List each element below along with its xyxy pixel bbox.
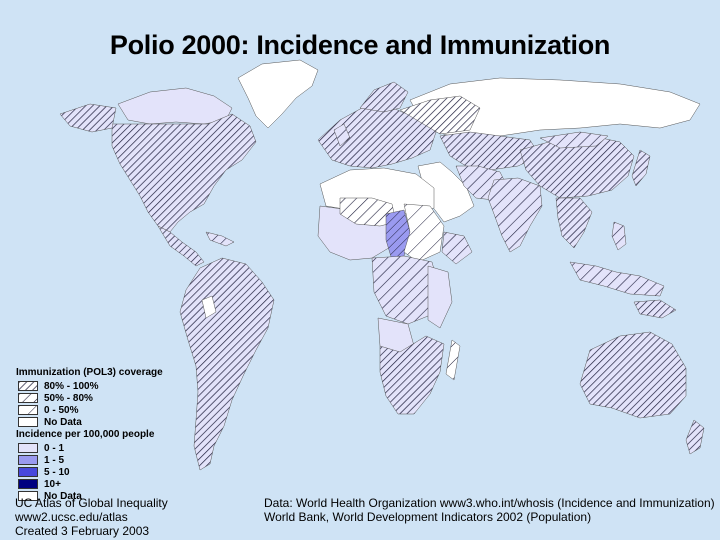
incidence-legend-heading: Incidence per 100,000 people	[16, 429, 155, 440]
atlas-url: www2.ucsc.edu/atlas	[15, 510, 128, 524]
atlas-name: UC Atlas of Global Inequality	[15, 496, 168, 510]
caribbean	[205, 231, 235, 247]
indonesia	[569, 261, 665, 297]
created-date: Created 3 February 2003	[15, 524, 150, 538]
legend-item-incidence-1: 1 - 5	[18, 454, 163, 466]
new-zealand	[685, 419, 705, 455]
legend-item-immunization-no-data: No Data	[18, 416, 163, 428]
greenland	[237, 59, 319, 129]
north-america	[111, 113, 257, 233]
no-data-swatch	[18, 417, 38, 427]
east-africa	[427, 265, 453, 329]
legend-label: 0 - 1	[44, 442, 65, 454]
legend-label: No Data	[44, 490, 82, 502]
atlas-credits: UC Atlas of Global Inequality www2.ucsc.…	[15, 496, 168, 538]
legend-label: 10+	[44, 478, 61, 490]
incidence-swatch	[18, 491, 38, 501]
legend-label: 1 - 5	[44, 454, 65, 466]
incidence-swatch	[18, 443, 38, 453]
legend-label: 5 - 10	[44, 466, 70, 478]
australia	[579, 331, 687, 419]
legend-item-incidence-no-data: No Data	[18, 490, 163, 502]
south-america	[179, 257, 275, 471]
legend-item-immunization-high: 80% - 100%	[18, 380, 163, 392]
medium-hatch-swatch	[18, 393, 38, 403]
mongolia	[539, 131, 609, 149]
legend-item-incidence-3: 10+	[18, 478, 163, 490]
alaska	[59, 103, 117, 133]
incidence-swatch	[18, 455, 38, 465]
southern-africa	[379, 335, 445, 415]
legend-item-incidence-0: 0 - 1	[18, 442, 163, 454]
india	[487, 177, 543, 253]
dense-hatch-swatch	[18, 381, 38, 391]
uk	[333, 123, 351, 147]
sparse-hatch-swatch	[18, 405, 38, 415]
scandinavia	[359, 81, 409, 113]
legend-label: No Data	[44, 416, 82, 428]
legend-item-immunization-mid: 50% - 80%	[18, 392, 163, 404]
legend-item-incidence-2: 5 - 10	[18, 466, 163, 478]
immunization-legend-heading: Immunization (POL3) coverage	[16, 367, 163, 378]
legend-label: 0 - 50%	[44, 404, 79, 416]
map-legend: Immunization (POL3) coverage 80% - 100% …	[16, 366, 163, 502]
incidence-swatch	[18, 479, 38, 489]
sudan	[403, 203, 445, 263]
data-source-world-bank: World Bank, World Development Indicators…	[264, 510, 592, 524]
incidence-swatch	[18, 467, 38, 477]
horn-of-africa	[441, 231, 473, 265]
japan	[631, 149, 651, 187]
southeast-asia	[555, 197, 593, 249]
legend-label: 80% - 100%	[44, 380, 99, 392]
russia-west	[399, 95, 481, 135]
canada-north	[117, 87, 233, 125]
south-america-no-data	[201, 295, 217, 319]
data-sources: Data: World Health Organization www3.who…	[264, 496, 715, 524]
page-title: Polio 2000: Incidence and Immunization	[109, 30, 611, 60]
philippines	[611, 221, 627, 251]
madagascar	[445, 339, 461, 381]
central-america	[157, 225, 205, 267]
data-source-who: Data: World Health Organization www3.who…	[264, 496, 715, 510]
new-guinea	[633, 299, 677, 319]
legend-item-immunization-low: 0 - 50%	[18, 404, 163, 416]
legend-label: 50% - 80%	[44, 392, 93, 404]
